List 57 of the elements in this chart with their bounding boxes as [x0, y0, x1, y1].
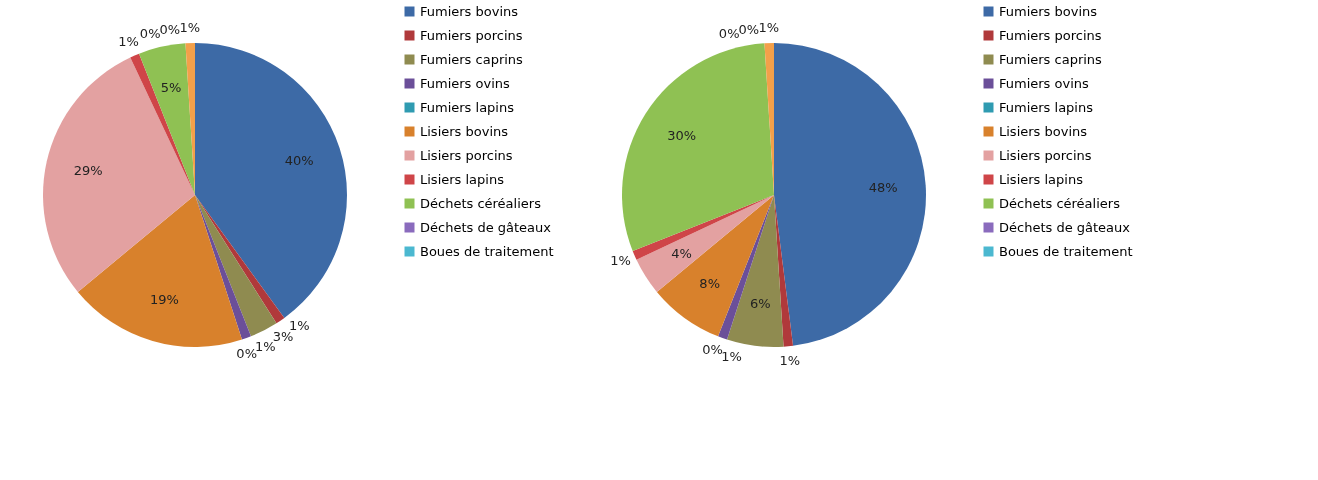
data-label: 6% [749, 295, 771, 311]
data-label: 8% [699, 275, 720, 291]
data-label: 19% [150, 292, 179, 308]
data-label: 29% [73, 163, 103, 179]
text: 0% [738, 21, 760, 37]
pie-slice [656, 195, 774, 337]
pie-slice [727, 195, 784, 347]
pie-slice [622, 43, 774, 251]
legend-label: Boues de traitement [999, 243, 1133, 259]
legend-label: Fumiers porcins [420, 27, 523, 43]
text: 0% [718, 25, 740, 41]
pie-slice [77, 195, 242, 347]
text: 0% [159, 21, 181, 37]
legend-label: Fumiers bovins [999, 3, 1098, 19]
legend-label: Déchets de gâteaux [420, 219, 552, 235]
legend-label: Lisiers porcins [420, 147, 513, 163]
pie-slice [130, 53, 195, 195]
data-label: 40% [284, 153, 314, 169]
legend-label: Fumiers lapins [999, 99, 1094, 115]
data-label: 1% [758, 19, 780, 35]
data-label: 48% [868, 180, 898, 196]
pie-slice [43, 57, 195, 292]
legend-label: Fumiers bovins [420, 3, 519, 19]
pie-slice [718, 195, 774, 340]
data-label: 30% [667, 128, 697, 144]
legend-label: Fumiers caprins [999, 51, 1103, 67]
legend-label: Fumiers ovins [420, 75, 511, 91]
pie-slice [139, 43, 195, 195]
legend-label: Boues de traitement [420, 243, 554, 259]
legend-label: Fumiers lapins [420, 99, 515, 115]
legend-label: Lisiers lapins [420, 171, 505, 187]
text: 0% [702, 342, 723, 358]
legend-label: Lisiers bovins [999, 123, 1088, 139]
data-label: 5% [160, 80, 182, 96]
data-label: 1% [179, 19, 201, 35]
pie-slice [195, 43, 347, 318]
data-label: 1% [721, 348, 742, 364]
legend-label: Déchets céréaliers [420, 195, 542, 211]
data-label: 1% [779, 353, 801, 369]
pie-slice [632, 195, 774, 260]
legend-label: Lisiers bovins [420, 123, 509, 139]
legend-label: Déchets de gâteaux [999, 219, 1131, 235]
legend-label: Fumiers ovins [999, 75, 1090, 91]
pie-slice [774, 43, 926, 346]
legend-label: Lisiers lapins [999, 171, 1084, 187]
legend-label: Déchets céréaliers [999, 195, 1121, 211]
text: 0% [139, 25, 161, 41]
text: 0% [236, 346, 257, 362]
data-label: 1% [118, 33, 139, 49]
pie-slice [636, 195, 774, 292]
data-label: 4% [671, 245, 692, 261]
legend-label: Lisiers porcins [999, 147, 1092, 163]
legend-label: Fumiers porcins [999, 27, 1102, 43]
pie-slice [195, 195, 285, 324]
legend-label: Fumiers caprins [420, 51, 524, 67]
pie-slice [195, 195, 251, 340]
data-label: 1% [610, 253, 631, 269]
